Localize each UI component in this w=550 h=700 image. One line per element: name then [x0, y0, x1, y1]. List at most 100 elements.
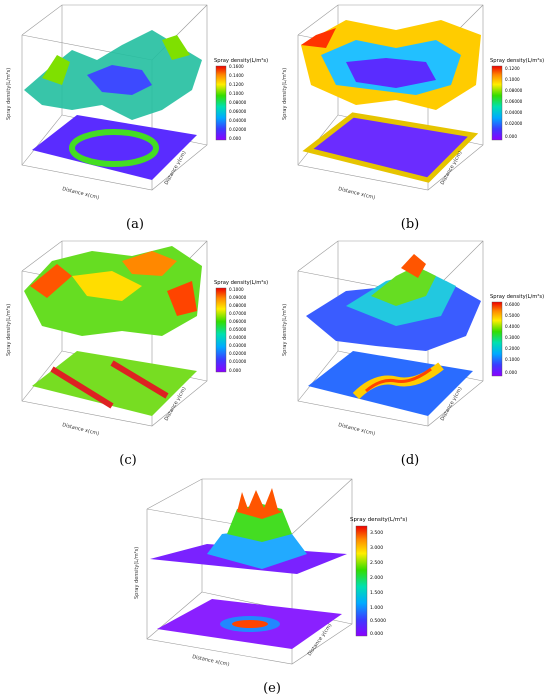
svg-text:0.6000: 0.6000 [505, 302, 520, 307]
surface-peak2-a [162, 35, 190, 60]
colorbar-title-b: Spray density(L/m²s) [490, 58, 544, 64]
colorbar-ticks-e: 3.500 3.000 2.500 2.000 1.500 1.000 0.50… [370, 530, 386, 637]
x-axis-label-e: Distance x(cm) [192, 654, 230, 668]
svg-text:0.1200: 0.1200 [505, 66, 520, 71]
panel-a: Spray density(L/m²s) Distance x(cm) Dist… [2, 0, 270, 220]
svg-text:0.06000: 0.06000 [229, 109, 247, 114]
svg-text:0.03000: 0.03000 [229, 343, 247, 348]
svg-text:0.02000: 0.02000 [505, 121, 523, 126]
z-axis-label-d: Spray density(L/m²s) [282, 304, 288, 356]
surface-edge-b [301, 28, 336, 48]
svg-text:0.04000: 0.04000 [229, 118, 247, 123]
surface-yellow-c [72, 271, 142, 301]
contour-plane-c [32, 351, 197, 416]
surface-plot-e: Spray density(L/m²s) Distance x(cm) Dist… [134, 478, 407, 668]
caption-c: (c) [119, 453, 137, 468]
colorbar-title-e: Spray density(L/m²s) [350, 516, 407, 523]
caption-e: (e) [263, 681, 281, 696]
panel-b: Spray density(L/m²s) Distance x(cm) Dist… [276, 0, 548, 220]
surface-plot-c: Spray density(L/m²s) Distance x(cm) Dist… [6, 240, 268, 437]
svg-text:3.000: 3.000 [370, 545, 383, 551]
caption-a: (a) [126, 217, 144, 232]
svg-text:0.000: 0.000 [505, 134, 517, 139]
contour-band-c [50, 366, 114, 409]
svg-text:0.08000: 0.08000 [229, 100, 247, 105]
svg-text:0.08000: 0.08000 [505, 88, 523, 93]
contour-edge-b [302, 112, 479, 183]
x-axis-label-d: Distance x(cm) [338, 422, 376, 437]
svg-text:0.04000: 0.04000 [505, 110, 523, 115]
colorbar-a: Spray density(L/m²s) 0.1600 0.1400 0.120… [214, 58, 268, 141]
surface-plot-b: Spray density(L/m²s) Distance x(cm) Dist… [282, 4, 544, 201]
contour-ring-a [69, 129, 159, 167]
z-axis-label-e: Spray density(L/m²s) [134, 547, 140, 599]
z-axis-label-c: Spray density(L/m²s) [6, 304, 12, 356]
colorbar-b: Spray density(L/m²s) 0.1200 0.1000 0.080… [490, 58, 544, 141]
svg-text:0.09000: 0.09000 [229, 295, 247, 300]
surface-peak-d [401, 254, 426, 278]
svg-text:2.000: 2.000 [370, 575, 383, 581]
svg-text:0.1600: 0.1600 [229, 64, 244, 69]
svg-text:0.08000: 0.08000 [229, 303, 247, 308]
svg-text:0.1000: 0.1000 [229, 91, 244, 96]
svg-text:0.05000: 0.05000 [229, 327, 247, 332]
x-axis-label-a: Distance x(cm) [62, 186, 100, 201]
z-axis-label-b: Spray density(L/m²s) [282, 68, 288, 120]
colorbar-ticks-a: 0.1600 0.1400 0.1200 0.1000 0.08000 0.06… [229, 64, 247, 141]
svg-text:0.1400: 0.1400 [229, 73, 244, 78]
svg-text:0.04000: 0.04000 [229, 335, 247, 340]
contour-hot-e [232, 620, 268, 628]
surface-hot2-c [122, 251, 177, 276]
panel-c: Spray density(L/m²s) Distance x(cm) Dist… [2, 236, 270, 456]
z-axis-label-a: Spray density(L/m²s) [6, 68, 12, 120]
colorbar-e: Spray density(L/m²s) 3.500 3.000 2.500 2… [350, 516, 407, 637]
svg-text:0.2000: 0.2000 [505, 346, 520, 351]
x-axis-label-b: Distance x(cm) [338, 186, 376, 201]
svg-text:0.000: 0.000 [229, 368, 241, 373]
svg-text:0.000: 0.000 [505, 370, 517, 375]
surface-plot-d: Spray density(L/m²s) Distance x(cm) Dist… [282, 240, 544, 437]
svg-text:1.500: 1.500 [370, 590, 383, 596]
surface-hot1-c [30, 264, 72, 298]
svg-text:0.000: 0.000 [229, 136, 241, 141]
svg-text:0.3000: 0.3000 [505, 335, 520, 340]
svg-text:0.02000: 0.02000 [229, 351, 247, 356]
contour-band2-c [110, 360, 169, 399]
contour-ridge-core-d [365, 367, 432, 393]
x-axis-label-c: Distance x(cm) [62, 422, 100, 437]
svg-text:1.000: 1.000 [370, 605, 383, 611]
svg-text:0.5000: 0.5000 [505, 313, 520, 318]
surface-hole-a [87, 65, 152, 95]
svg-text:0.1000: 0.1000 [505, 357, 520, 362]
colorbar-title-c: Spray density(L/m²s) [214, 280, 268, 286]
caption-d: (d) [400, 453, 420, 468]
colorbar-c: Spray density(L/m²s) 0.1000 0.09000 0.08… [214, 280, 268, 373]
surface-ridge-d [371, 266, 436, 306]
svg-text:0.01000: 0.01000 [229, 359, 247, 364]
svg-text:0.1200: 0.1200 [229, 82, 244, 87]
svg-text:0.4000: 0.4000 [505, 324, 520, 329]
svg-text:0.000: 0.000 [370, 631, 383, 637]
colorbar-ticks-c: 0.1000 0.09000 0.08000 0.07000 0.06000 0… [229, 287, 247, 373]
surface-plot-a: Spray density(L/m²s) Distance x(cm) Dist… [6, 4, 268, 201]
svg-text:3.500: 3.500 [370, 530, 383, 536]
caption-b: (b) [400, 217, 420, 232]
colorbar-d: Spray density(L/m²s) 0.6000 0.5000 0.400… [490, 294, 544, 377]
surface-hot3-c [167, 281, 197, 316]
svg-text:0.06000: 0.06000 [505, 99, 523, 104]
contour-plane-b [308, 115, 473, 180]
surface-peak-a [42, 55, 70, 85]
svg-text:0.02000: 0.02000 [229, 127, 247, 132]
svg-text:0.06000: 0.06000 [229, 319, 247, 324]
svg-text:2.500: 2.500 [370, 560, 383, 566]
surface-hole-b [346, 58, 436, 88]
svg-text:0.1000: 0.1000 [229, 287, 244, 292]
colorbar-ticks-b: 0.1200 0.1000 0.08000 0.06000 0.04000 0.… [505, 66, 523, 139]
colorbar-title-d: Spray density(L/m²s) [490, 294, 544, 300]
svg-text:0.5000: 0.5000 [370, 618, 386, 624]
panel-e: Spray density(L/m²s) Distance x(cm) Dist… [132, 474, 422, 680]
panel-d: Spray density(L/m²s) Distance x(cm) Dist… [276, 236, 548, 456]
svg-text:0.1000: 0.1000 [505, 77, 520, 82]
surface-mound-e [207, 529, 307, 569]
contour-plane-a [32, 115, 197, 180]
